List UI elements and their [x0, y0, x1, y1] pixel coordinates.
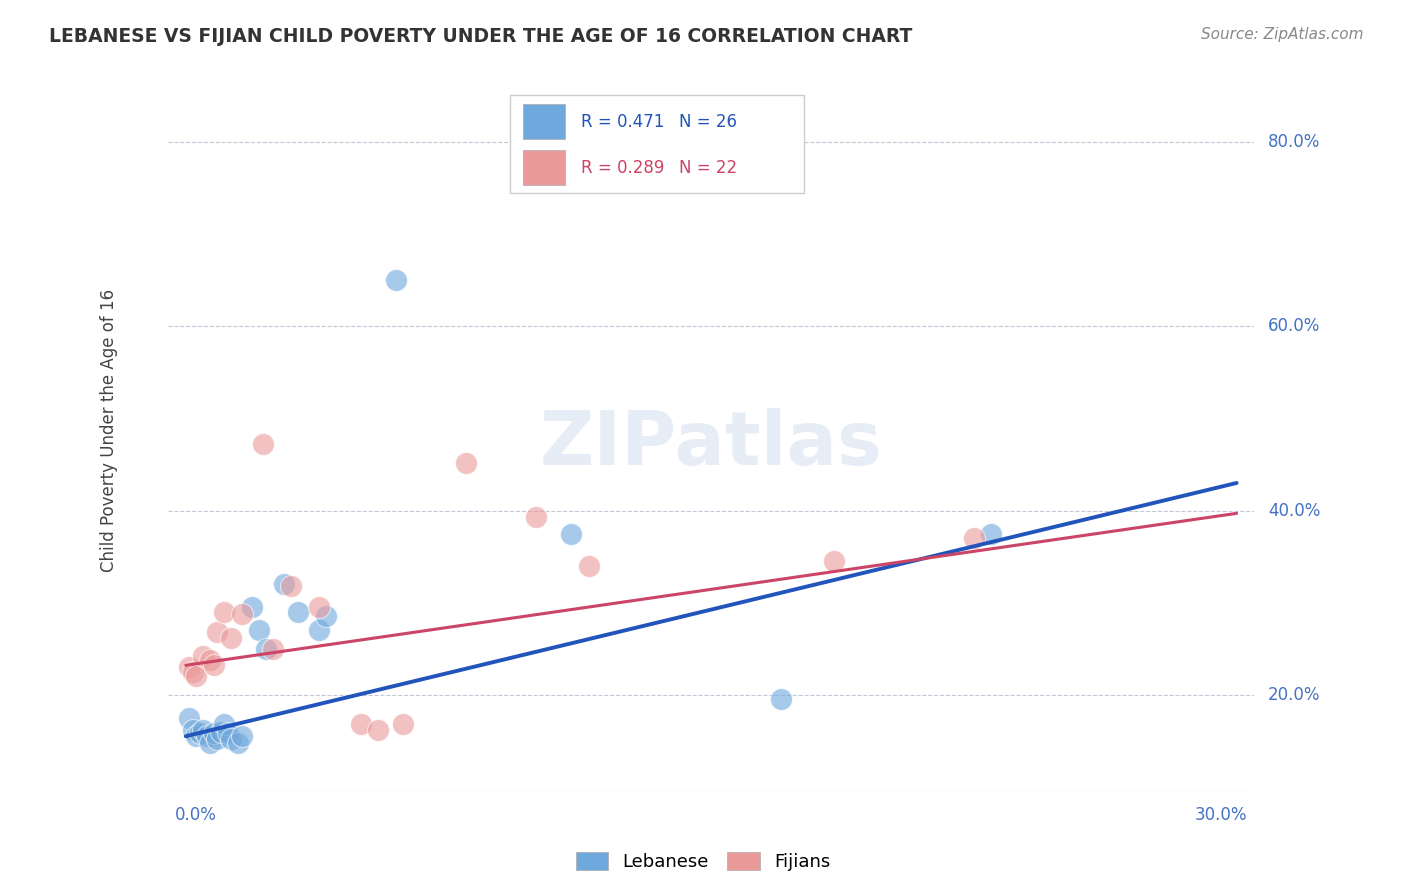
Point: [200, 653, 222, 667]
Point: [193, 723, 215, 737]
Legend: Lebanese, Fijians: Lebanese, Fijians: [568, 846, 838, 879]
FancyBboxPatch shape: [523, 151, 565, 185]
Point: [202, 726, 225, 740]
Point: [308, 624, 330, 638]
Point: [221, 731, 243, 746]
Text: 60.0%: 60.0%: [1268, 318, 1320, 335]
Point: [200, 736, 222, 750]
Point: [367, 723, 389, 737]
Point: [560, 526, 582, 541]
Text: Child Poverty Under the Age of 16: Child Poverty Under the Age of 16: [100, 288, 118, 572]
FancyBboxPatch shape: [523, 104, 565, 139]
Point: [186, 669, 208, 683]
Point: [188, 726, 211, 740]
Point: [350, 717, 373, 731]
Point: [193, 649, 215, 664]
Point: [273, 577, 295, 591]
FancyBboxPatch shape: [510, 95, 803, 193]
Point: [214, 605, 236, 619]
Point: [980, 526, 1002, 541]
Point: [287, 605, 309, 619]
Point: [247, 624, 270, 638]
Point: [315, 609, 337, 624]
Text: N = 22: N = 22: [679, 159, 737, 177]
Text: 20.0%: 20.0%: [1268, 686, 1320, 704]
Text: Source: ZipAtlas.com: Source: ZipAtlas.com: [1201, 27, 1364, 42]
Point: [195, 729, 218, 743]
Point: [770, 692, 793, 706]
Point: [202, 658, 225, 673]
Text: R = 0.289: R = 0.289: [581, 159, 664, 177]
Point: [207, 625, 229, 640]
Text: 30.0%: 30.0%: [1195, 806, 1247, 824]
Point: [578, 558, 600, 573]
Point: [231, 607, 253, 621]
Text: LEBANESE VS FIJIAN CHILD POVERTY UNDER THE AGE OF 16 CORRELATION CHART: LEBANESE VS FIJIAN CHILD POVERTY UNDER T…: [49, 27, 912, 45]
Point: [179, 711, 201, 725]
Point: [454, 456, 477, 470]
Point: [240, 600, 263, 615]
Text: 40.0%: 40.0%: [1268, 501, 1320, 519]
Point: [823, 554, 845, 568]
Point: [308, 600, 330, 615]
Point: [209, 724, 232, 739]
Point: [179, 660, 201, 674]
Text: 80.0%: 80.0%: [1268, 133, 1320, 152]
Point: [228, 736, 250, 750]
Point: [217, 726, 239, 740]
Point: [254, 641, 277, 656]
Point: [181, 723, 204, 737]
Point: [385, 273, 408, 287]
Text: 0.0%: 0.0%: [176, 806, 217, 824]
Text: ZIPatlas: ZIPatlas: [540, 408, 883, 481]
Point: [186, 729, 208, 743]
Point: [207, 731, 229, 746]
Point: [524, 510, 547, 524]
Point: [252, 437, 274, 451]
Text: R = 0.471: R = 0.471: [581, 113, 664, 131]
Point: [214, 717, 236, 731]
Point: [280, 579, 302, 593]
Text: N = 26: N = 26: [679, 113, 737, 131]
Point: [221, 631, 243, 645]
Point: [181, 665, 204, 679]
Point: [231, 729, 253, 743]
Point: [262, 641, 284, 656]
Point: [963, 531, 986, 545]
Point: [392, 717, 415, 731]
